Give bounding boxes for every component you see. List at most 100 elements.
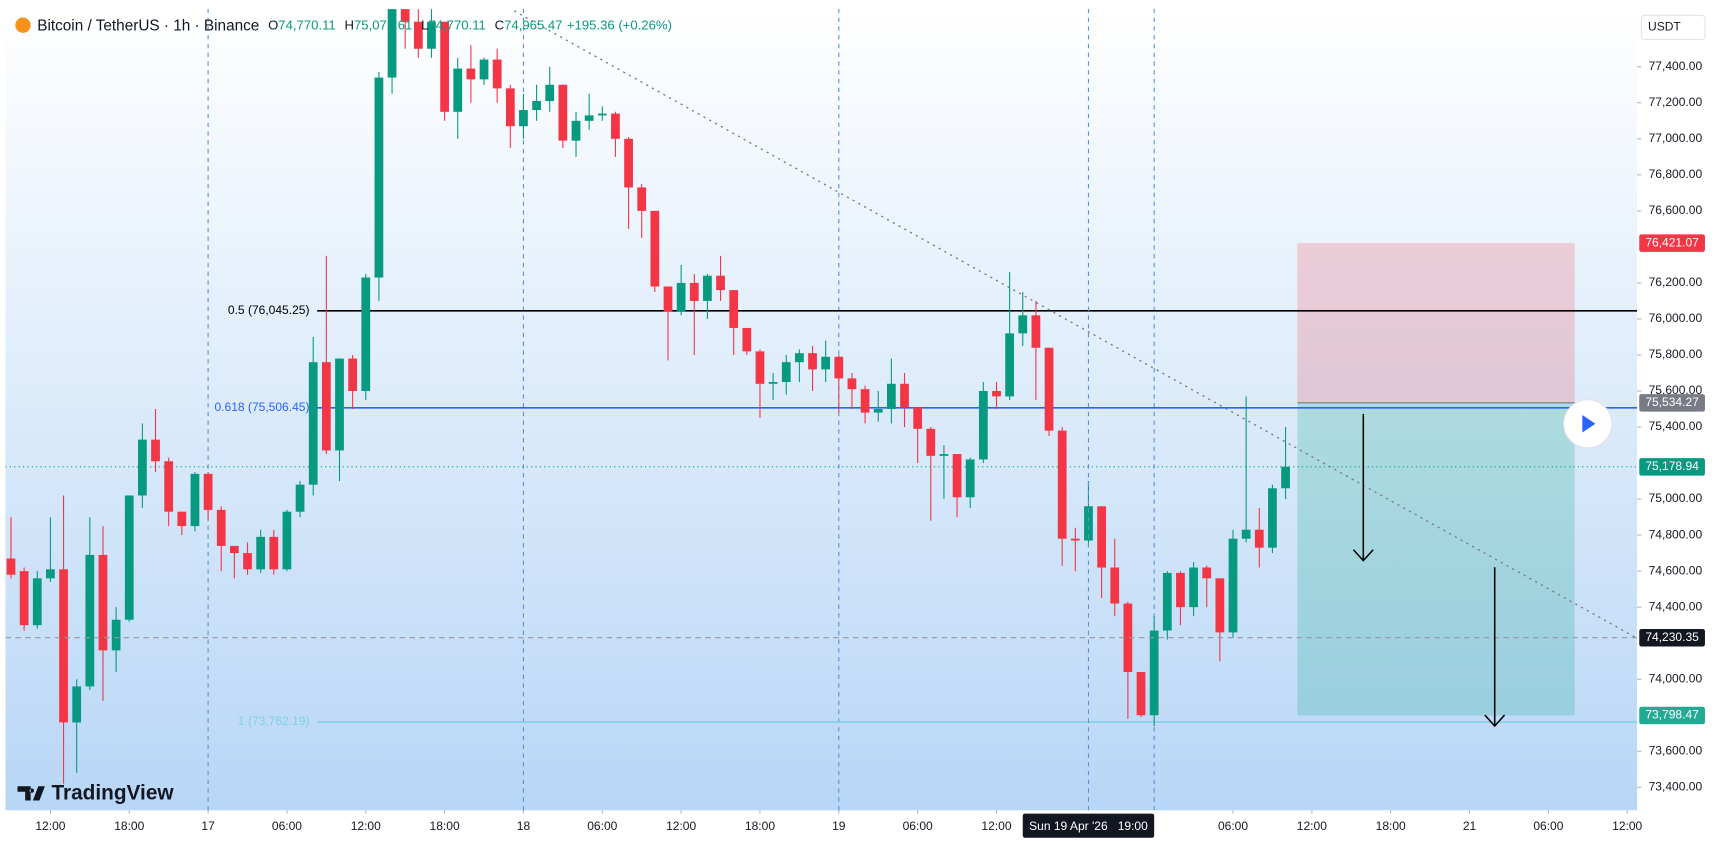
candle-body xyxy=(952,454,962,498)
x-tick-label: 12:00 xyxy=(35,819,65,833)
candle-body xyxy=(1097,506,1106,568)
price-label-bg xyxy=(1639,458,1705,476)
candle-body xyxy=(413,21,423,49)
candle-body xyxy=(860,389,870,413)
candle-body xyxy=(387,9,397,78)
x-tick-label: 12:00 xyxy=(1297,819,1327,833)
candle-body xyxy=(59,569,68,723)
candle-body xyxy=(138,439,147,496)
y-tick-label: 75,800.00 xyxy=(1649,347,1703,361)
candle-body xyxy=(1268,488,1277,548)
candle-body xyxy=(637,187,647,211)
candle-body xyxy=(256,536,266,570)
candle-body xyxy=(466,68,476,80)
candle-body xyxy=(624,138,633,188)
candle-body xyxy=(203,473,213,510)
y-tick-label: 75,600.00 xyxy=(1649,383,1703,397)
candle-body xyxy=(926,428,936,456)
x-tick-label: 12:00 xyxy=(1612,819,1642,833)
plot-background xyxy=(5,8,1638,811)
candle-body xyxy=(873,409,883,413)
candle-body xyxy=(335,358,344,451)
candle-body xyxy=(282,511,292,570)
candle-body xyxy=(663,286,673,312)
y-tick-label: 75,000.00 xyxy=(1649,491,1703,505)
x-tick-label: 18:00 xyxy=(745,819,775,833)
y-tick-label: 76,000.00 xyxy=(1649,311,1703,325)
candle-body xyxy=(243,553,252,570)
candle-body xyxy=(742,327,752,352)
price-label-bg xyxy=(1639,706,1705,725)
header-part: 74,770.11 xyxy=(428,18,485,33)
candle-body xyxy=(939,454,949,456)
candle-body xyxy=(72,686,82,723)
candle-body xyxy=(1162,572,1172,631)
candle-body xyxy=(689,282,699,301)
logo-icon xyxy=(17,786,45,801)
candle-body xyxy=(913,407,923,429)
fib-label: 0.5 (76,045.25) xyxy=(228,303,310,317)
plot-area: 0.5 (76,045.25) 0.618 (75,506.45) 1 (73,76… xyxy=(5,8,1638,811)
x-tick-label: 19 xyxy=(832,819,846,833)
candle-body xyxy=(427,21,436,49)
price-label-bg xyxy=(1639,394,1705,412)
candle-body xyxy=(978,390,988,460)
candle-body xyxy=(85,554,95,687)
x-tick-label: 18 xyxy=(517,819,531,833)
candle-body xyxy=(886,383,896,410)
price-label: 75,178.94 xyxy=(1645,459,1699,473)
y-tick-label: 75,400.00 xyxy=(1649,419,1703,433)
candle-body xyxy=(124,495,134,620)
overlay: 77,400.00 77,200.00 77,000.00 76,800.00 76,6… xyxy=(15,14,1706,838)
candle-body xyxy=(1202,567,1212,579)
candle-body xyxy=(1189,567,1198,608)
y-tick-label: 76,600.00 xyxy=(1649,203,1703,217)
candle-body xyxy=(321,362,331,451)
candle-body xyxy=(361,277,371,391)
candle-body xyxy=(1084,506,1093,541)
candle-body xyxy=(795,353,804,363)
header-part: 74,965.47 xyxy=(504,18,562,33)
header-part: O xyxy=(268,18,278,33)
stop-zone xyxy=(1297,243,1575,403)
price-label: 73,798.47 xyxy=(1645,708,1699,722)
candle-body xyxy=(269,536,279,570)
price-label: 75,534.27 xyxy=(1645,395,1699,409)
x-tick-label: 12:00 xyxy=(351,819,381,833)
x-tick-label: 06:00 xyxy=(1218,819,1248,833)
candle-body xyxy=(177,511,187,527)
candle-body xyxy=(1228,538,1238,633)
currency-box xyxy=(1640,14,1706,40)
candle-body xyxy=(492,59,502,89)
y-tick-label: 74,600.00 xyxy=(1649,563,1703,577)
candle-body xyxy=(676,282,686,312)
candle-body xyxy=(571,120,581,141)
candle-body xyxy=(1110,567,1120,604)
candle-body xyxy=(98,554,108,651)
candle-body xyxy=(1123,603,1133,672)
x-tick-label: 06:00 xyxy=(587,819,617,833)
header-part: 74,770.11 xyxy=(278,18,335,33)
candle-body xyxy=(716,275,725,291)
candle-body xyxy=(1281,466,1290,489)
candle-body xyxy=(900,383,909,408)
crosshair-x-label-bg xyxy=(1022,813,1155,838)
candle-body xyxy=(190,473,200,527)
candle-body xyxy=(729,290,739,328)
candle-body xyxy=(768,381,778,384)
crosshair-y-label-bg xyxy=(1639,628,1705,647)
x-tick-label: 18:00 xyxy=(430,819,460,833)
y-tick-label: 73,600.00 xyxy=(1649,743,1703,757)
x-tick-label: 17 xyxy=(201,819,215,833)
candle-body xyxy=(532,100,541,111)
candle-body xyxy=(755,351,765,384)
candle-body xyxy=(505,88,515,127)
y-tick-label: 77,000.00 xyxy=(1649,131,1703,145)
candle-body xyxy=(611,113,620,139)
header-part: C xyxy=(495,18,504,33)
y-tick-label: 77,400.00 xyxy=(1649,59,1703,73)
target-zone xyxy=(1297,402,1575,716)
candle-body xyxy=(1070,538,1080,541)
candle-body xyxy=(1149,630,1159,716)
